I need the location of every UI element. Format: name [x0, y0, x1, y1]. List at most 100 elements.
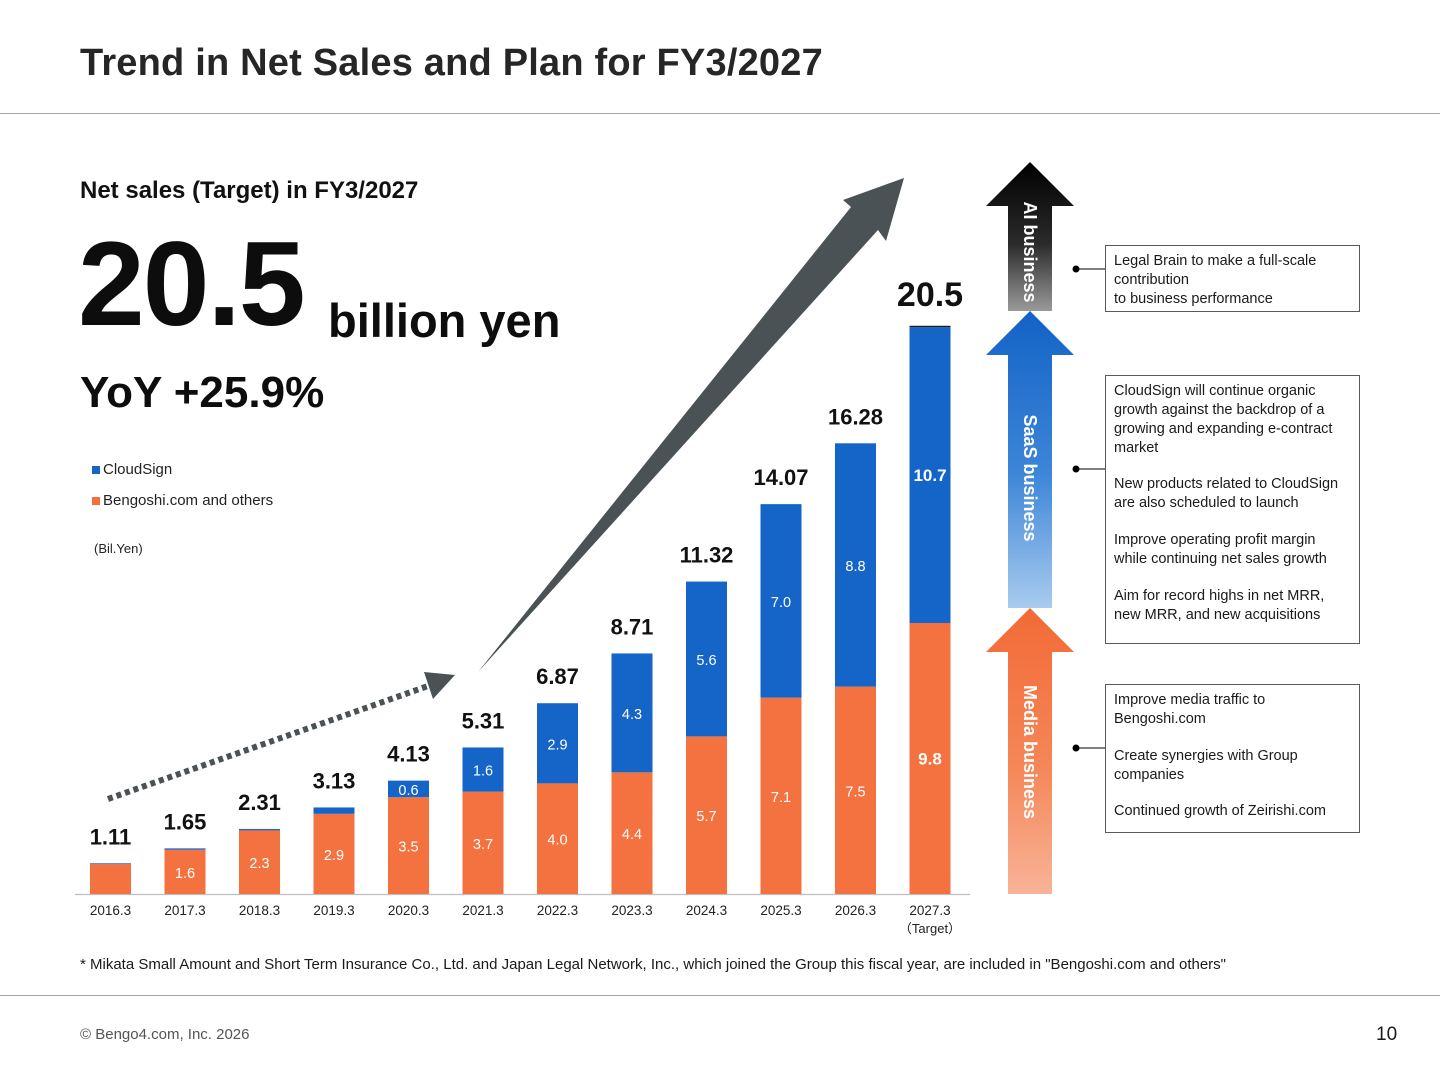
total-label-2027.3: 20.5 — [897, 276, 963, 314]
target-value: 20.5 — [78, 217, 306, 351]
data-label-cloudsign-2022.3: 2.9 — [547, 737, 567, 753]
bar-segment-bengoshi-2017.3 — [164, 849, 206, 894]
bar-segment-bengoshi-2027.3 — [909, 623, 951, 894]
saas-desc-point-4: Aim for record highs in net MRR, new MRR… — [1114, 587, 1325, 623]
bar-segment-bengoshi-2024.3 — [686, 736, 727, 894]
x-tick-label-2024.3: 2024.3 — [686, 903, 727, 918]
data-label-bengoshi-2024.3: 5.7 — [696, 809, 716, 825]
bar-segment-cloudsign-2021.3 — [462, 747, 504, 792]
data-label-bengoshi-2020.3: 3.5 — [398, 840, 418, 856]
legend-item-cloudsign: CloudSign — [92, 461, 172, 478]
data-label-bengoshi-2023.3: 4.4 — [622, 827, 642, 843]
x-tick-label-2023.3: 2023.3 — [611, 903, 652, 918]
x-tick-label-2021.3: 2021.3 — [462, 903, 503, 918]
bar-segment-cloudsign-2017.3 — [164, 848, 206, 850]
bar-segment-bengoshi-2020.3 — [388, 797, 429, 894]
yoy-growth: YoY +25.9% — [80, 368, 325, 417]
x-tick-label-2027.3: 2027.3 — [909, 903, 950, 918]
data-label-cloudsign-2025.3: 7.0 — [771, 595, 791, 611]
bar-segment-cloudsign-2025.3 — [760, 504, 802, 698]
bar-segment-bengoshi-2016.3 — [90, 864, 131, 894]
header-divider — [0, 113, 1440, 114]
bar-segment-cloudsign-2026.3 — [835, 443, 876, 687]
ai-desc-line-2: to business performance — [1114, 290, 1273, 307]
media-business-arrow — [986, 608, 1074, 894]
data-label-bengoshi-2022.3: 4.0 — [547, 833, 567, 849]
saas-business-arrow — [986, 311, 1074, 608]
x-tick-label-2020.3: 2020.3 — [388, 903, 429, 918]
x-tick-label-2025.3: 2025.3 — [760, 903, 801, 918]
media-business-label: Media business — [1020, 685, 1040, 819]
bar-segment-cloudsign-2024.3 — [686, 581, 727, 737]
page-title: Trend in Net Sales and Plan for FY3/2027 — [80, 42, 823, 84]
legend-label-bengoshi: Bengoshi.com and others — [103, 492, 274, 509]
bar-segment-cloudsign-2022.3 — [537, 703, 578, 784]
x-tick-label-2019.3: 2019.3 — [313, 903, 354, 918]
data-label-cloudsign-2026.3: 8.8 — [845, 559, 865, 575]
x-tick-label-2022.3: 2022.3 — [537, 903, 578, 918]
legend-item-bengoshi: Bengoshi.com and others — [92, 492, 273, 509]
total-label-2021.3: 5.31 — [462, 708, 505, 733]
legend-swatch-cloudsign — [92, 465, 100, 474]
saas-desc-point-1: CloudSign will continue organic growth a… — [1114, 383, 1333, 456]
unit-label: (Bil.Yen) — [94, 541, 143, 556]
data-label-cloudsign-2023.3: 4.3 — [622, 707, 642, 723]
total-label-2016.3: 1.11 — [90, 824, 132, 849]
media-desc-point-2: Create synergies with Group companies — [1114, 747, 1298, 783]
bar-segment-ai-2027.3 — [909, 325, 951, 328]
copyright: © Bengo4.com, Inc. 2026 — [80, 1026, 250, 1043]
bars-layer: 1.11 2016.3 1.6 1.65 2017.3 2.3 2.31 2018.3 2.9 3… — [90, 276, 963, 936]
x-tick-label-2026.3: 2026.3 — [835, 903, 876, 918]
x-tick-label-2018.3: 2018.3 — [239, 903, 280, 918]
bar-segment-bengoshi-2023.3 — [611, 772, 653, 894]
x-tick-label-2016.3: 2016.3 — [90, 903, 131, 918]
ai-business-label: AI business — [1020, 201, 1040, 302]
total-label-2022.3: 6.87 — [536, 664, 579, 689]
bar-segment-cloudsign-2020.3 — [388, 780, 429, 798]
dotted-trend-arrow-head — [424, 672, 455, 699]
total-label-2026.3: 16.28 — [828, 404, 883, 429]
total-label-2024.3: 11.32 — [680, 543, 734, 568]
bar-segment-bengoshi-2019.3 — [313, 813, 355, 894]
trend-arrow — [478, 178, 904, 672]
data-label-bengoshi-2019.3: 2.9 — [324, 848, 344, 864]
bar-segment-bengoshi-2025.3 — [760, 697, 802, 894]
data-label-bengoshi-2018.3: 2.3 — [249, 856, 269, 872]
bar-segment-cloudsign-2018.3 — [239, 829, 280, 831]
bar-segment-cloudsign-2023.3 — [611, 653, 653, 773]
legend-swatch-bengoshi — [92, 496, 100, 505]
saas-business-description: CloudSign will continue organic growth a… — [1105, 375, 1360, 644]
bar-segment-bengoshi-2021.3 — [462, 791, 504, 894]
x-tick-label-2017.3: 2017.3 — [164, 903, 205, 918]
ai-business-description: Legal Brain to make a full-scale contrib… — [1105, 245, 1360, 312]
media-desc-point-3: Continued growth of Zeirishi.com — [1114, 803, 1326, 820]
saas-desc-point-3: Improve operating profit margin while co… — [1114, 532, 1327, 567]
data-label-bengoshi-2021.3: 3.7 — [473, 837, 493, 853]
total-label-2023.3: 8.71 — [611, 614, 654, 639]
target-subtitle: Net sales (Target) in FY3/2027 — [80, 177, 419, 204]
data-label-bengoshi-2026.3: 7.5 — [845, 784, 865, 800]
total-label-2019.3: 3.13 — [313, 768, 356, 793]
media-desc-point-1: Improve media traffic to Bengoshi.com — [1114, 692, 1266, 727]
footnote: * Mikata Small Amount and Short Term Ins… — [80, 956, 1226, 973]
ai-desc-line-1: Legal Brain to make a full-scale contrib… — [1114, 253, 1317, 288]
total-label-2020.3: 4.13 — [387, 742, 430, 767]
data-label-bengoshi-2017.3: 1.6 — [175, 866, 195, 882]
data-label-bengoshi-2027.3: 9.8 — [918, 750, 942, 769]
page-number: 10 — [1376, 1024, 1398, 1045]
bar-segment-bengoshi-2022.3 — [537, 783, 578, 894]
bar-segment-cloudsign-2027.3 — [909, 327, 951, 624]
total-label-2017.3: 1.65 — [164, 809, 207, 834]
bar-segment-bengoshi-2018.3 — [239, 830, 280, 894]
saas-business-label: SaaS business — [1020, 414, 1040, 541]
bar-segment-cloudsign-2016.3 — [90, 863, 131, 865]
data-label-cloudsign-2021.3: 1.6 — [473, 764, 493, 780]
total-label-2025.3: 14.07 — [753, 465, 808, 490]
saas-desc-point-2: New products related to CloudSign are al… — [1114, 476, 1339, 512]
total-label-2018.3: 2.31 — [238, 790, 281, 815]
ai-business-arrow — [986, 162, 1074, 311]
media-business-description: Improve media traffic to Bengoshi.com Cr… — [1105, 684, 1360, 833]
data-label-cloudsign-2024.3: 5.6 — [696, 653, 716, 669]
data-label-cloudsign-2027.3: 10.7 — [913, 466, 946, 485]
